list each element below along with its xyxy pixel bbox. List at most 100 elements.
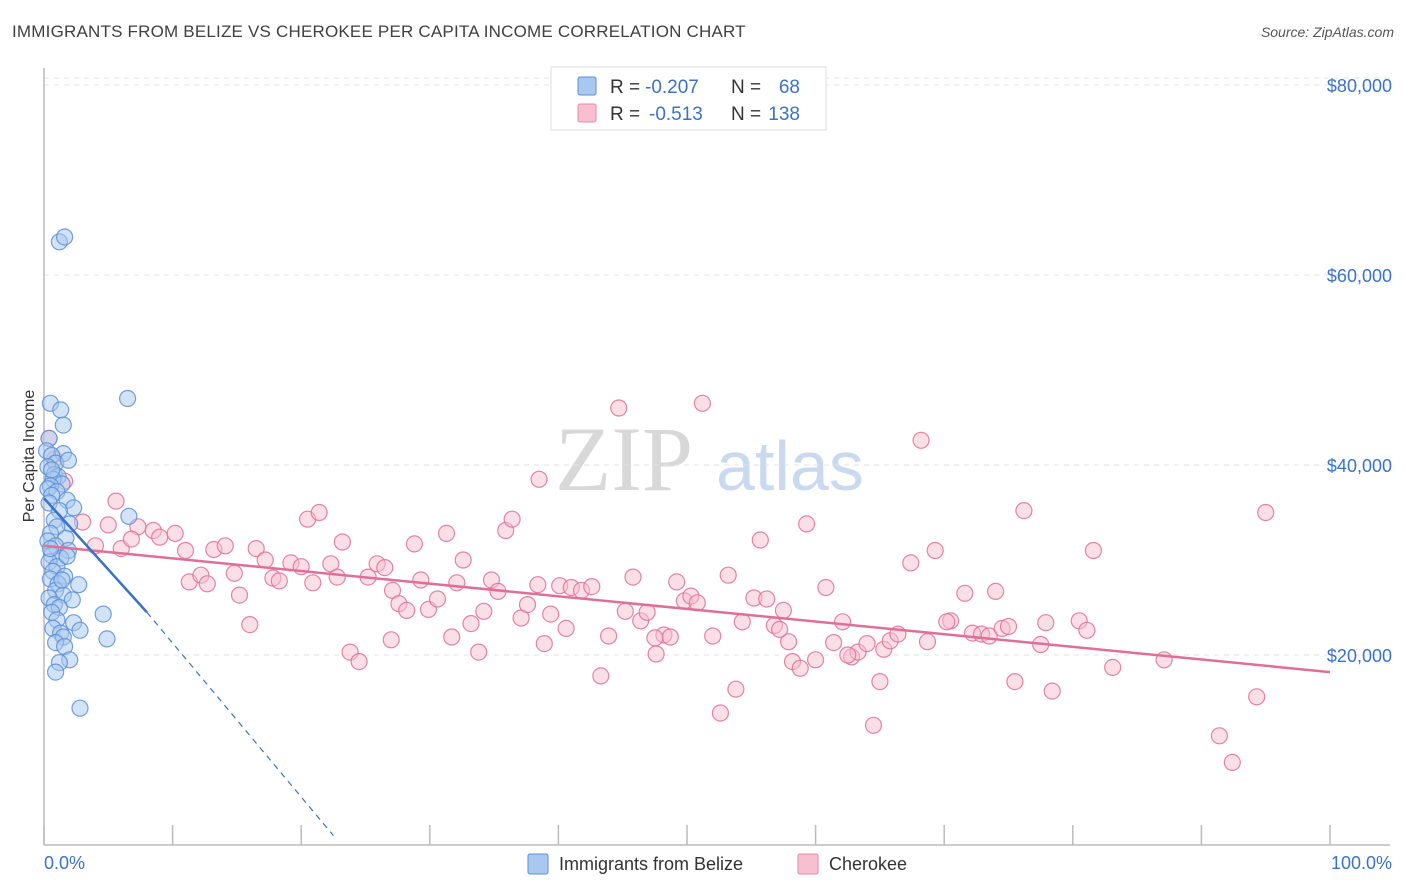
cherokee-point <box>176 541 195 560</box>
legend-r-value-belize: -0.207 <box>645 77 699 98</box>
belize-points <box>37 228 138 717</box>
cherokee-point <box>412 571 430 589</box>
cherokee-point <box>711 704 730 722</box>
cherokee-point <box>328 568 346 586</box>
cherokee-point <box>529 576 547 594</box>
cherokee-point <box>986 582 1005 601</box>
cherokee-point <box>871 672 889 691</box>
cherokee-point <box>1223 753 1241 772</box>
cherokee-point <box>647 645 665 663</box>
cherokee-point <box>107 492 125 510</box>
belize-point <box>54 416 72 434</box>
belize-trend-line <box>43 497 148 614</box>
cherokee-point <box>918 633 937 651</box>
cherokee-point <box>770 620 789 639</box>
cherokee-point <box>398 601 416 620</box>
cherokee-point <box>530 470 548 488</box>
cherokee-point <box>1078 621 1096 639</box>
belize-point <box>55 228 74 246</box>
cherokee-point <box>704 627 722 645</box>
watermark-atlas: atlas <box>716 427 864 505</box>
cherokee-point <box>304 574 322 592</box>
belize-point <box>71 699 89 717</box>
cherokee-point <box>428 590 447 608</box>
cherokee-point <box>1104 658 1122 677</box>
correlation-legend: R = -0.207 N = 68 R = -0.513 N = 138 <box>550 66 827 131</box>
cherokee-point <box>333 533 351 551</box>
cherokee-point <box>216 537 234 555</box>
cherokee-point <box>1210 727 1229 745</box>
cherokee-point <box>1043 682 1061 700</box>
cherokee-point <box>151 528 169 546</box>
cherokee-point <box>542 605 560 623</box>
legend-n-value-belize: 68 <box>779 77 800 98</box>
belize-point <box>64 499 83 517</box>
cherokee-point <box>774 601 793 620</box>
cherokee-point <box>1248 688 1266 706</box>
cherokee-point <box>833 613 852 631</box>
legend-swatch-cherokee <box>577 103 597 123</box>
cherokee-point <box>858 634 876 653</box>
legend-swatch-belize <box>577 76 597 96</box>
cherokee-point <box>256 551 274 569</box>
belize-point <box>53 571 71 589</box>
bottom-legend-swatch-cherokee <box>797 853 819 875</box>
cherokee-point <box>1015 502 1033 520</box>
cherokee-point <box>902 554 920 572</box>
cherokee-point <box>376 558 394 577</box>
x-tick-label-100: 100.0% <box>1331 853 1392 873</box>
cherokee-point <box>198 575 216 593</box>
cherokee-point <box>350 652 368 671</box>
cherokee-point <box>122 530 140 548</box>
bottom-legend-label-cherokee: Cherokee <box>829 854 907 874</box>
belize-point <box>63 591 81 609</box>
belize-point <box>41 539 60 558</box>
cherokee-point <box>999 617 1018 636</box>
cherokee-point <box>926 541 944 560</box>
cherokee-point <box>535 634 553 653</box>
cherokee-point <box>599 627 618 645</box>
trend-lines <box>43 497 1331 836</box>
x-tick-marks <box>43 825 1331 845</box>
cherokee-point <box>938 613 956 631</box>
bottom-legend-label-belize: Immigrants from Belize <box>559 854 743 874</box>
cherokee-point <box>1257 503 1275 522</box>
cherokee-point <box>382 631 400 649</box>
legend-n-label-belize: N = <box>731 77 761 98</box>
cherokee-point <box>166 524 184 543</box>
belize-point <box>70 576 88 594</box>
y-tick-label: $60,000 <box>1327 266 1392 286</box>
cherokee-point <box>270 572 288 590</box>
cherokee-point <box>693 394 712 412</box>
watermark-zip: ZIP <box>555 408 693 510</box>
cherokee-point <box>1084 541 1103 560</box>
legend-r-value-cherokee: -0.513 <box>649 104 703 125</box>
cherokee-point <box>557 619 575 638</box>
belize-trend-extension <box>146 611 334 836</box>
cherokee-point <box>470 643 488 661</box>
belize-point <box>71 621 89 639</box>
belize-point <box>43 461 61 479</box>
x-tick-label-0: 0.0% <box>44 853 85 873</box>
cherokee-point <box>230 586 249 604</box>
legend-box <box>550 66 827 131</box>
y-tick-label: $20,000 <box>1327 646 1392 666</box>
gridlines <box>44 77 1392 656</box>
belize-point <box>118 389 137 408</box>
belize-point <box>46 663 65 681</box>
cherokee-point <box>661 628 679 646</box>
cherokee-point <box>646 629 664 647</box>
belize-point <box>120 507 138 525</box>
cherokee-trend-line <box>43 544 1331 674</box>
cherokee-point <box>518 595 537 614</box>
source-credit: Source: ZipAtlas.com <box>1260 24 1394 40</box>
cherokee-point <box>503 510 521 528</box>
cherokee-point <box>817 578 835 597</box>
cherokee-point <box>624 568 642 586</box>
belize-point <box>59 451 78 469</box>
cherokee-point <box>448 574 466 592</box>
belize-point <box>94 605 112 623</box>
cherokee-point <box>616 602 634 620</box>
belize-point <box>58 547 76 565</box>
belize-point <box>98 630 116 648</box>
